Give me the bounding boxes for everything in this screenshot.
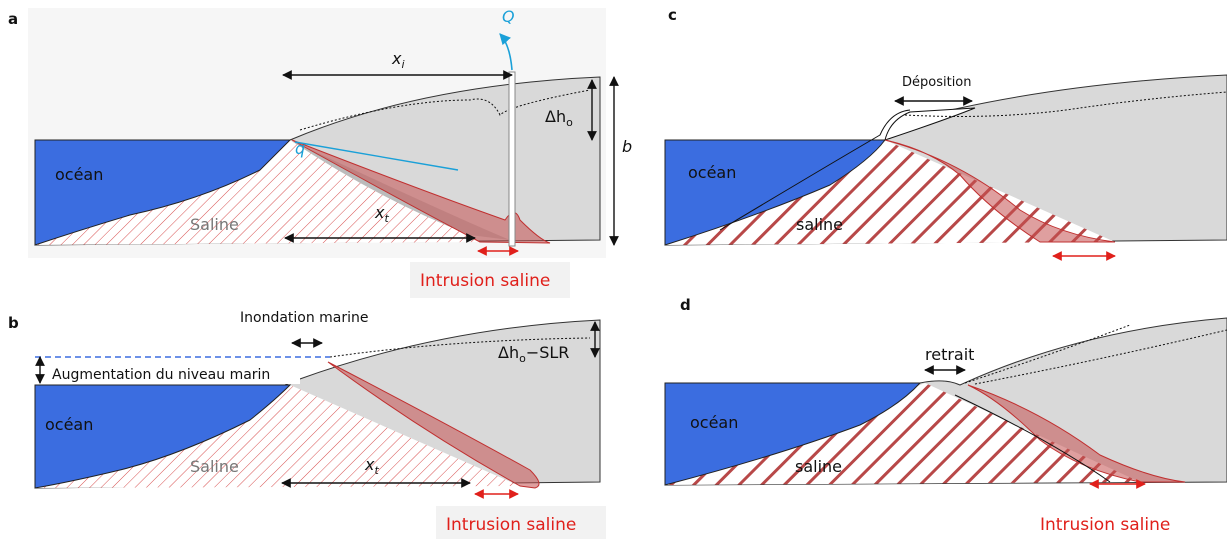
panel-letter: d [680, 296, 691, 314]
intrusion-label: Intrusion saline [1040, 515, 1170, 535]
intrusion-label: Intrusion saline [420, 271, 550, 291]
saline-label: saline [796, 215, 843, 234]
ocean-label: océan [690, 413, 738, 432]
figure: a Q q xi Δho b océan Saline xt Intrusion… [0, 0, 1227, 539]
saline-label: saline [795, 457, 842, 476]
ocean-label: océan [55, 165, 103, 184]
panel-c: c Déposition océan saline [665, 6, 1227, 256]
rise-label: Augmentation du niveau marin [52, 367, 270, 383]
panel-b: b Inondation marine Augmentation du nive… [8, 310, 606, 539]
saline-label: Saline [190, 215, 239, 234]
seepage-label: q [295, 139, 305, 158]
panel-letter: b [8, 314, 19, 332]
head-label: Δho−SLR [498, 343, 569, 365]
flooding-label: Inondation marine [240, 310, 369, 326]
panel-a: a Q q xi Δho b océan Saline xt Intrusion… [8, 7, 632, 298]
well [509, 72, 515, 246]
pumping-label: Q [502, 7, 515, 26]
retreat-label: retrait [925, 345, 974, 364]
intrusion-label: Intrusion saline [446, 515, 576, 535]
deposition-label: Déposition [902, 75, 972, 90]
depth-label: b [622, 137, 632, 156]
saline-label: Saline [190, 457, 239, 476]
panel-letter: c [668, 6, 677, 24]
panel-d: d retrait océan saline Intrusion saline [665, 296, 1227, 535]
panel-letter: a [8, 10, 18, 28]
ocean-label: océan [688, 163, 736, 182]
ocean-label: océan [45, 415, 93, 434]
